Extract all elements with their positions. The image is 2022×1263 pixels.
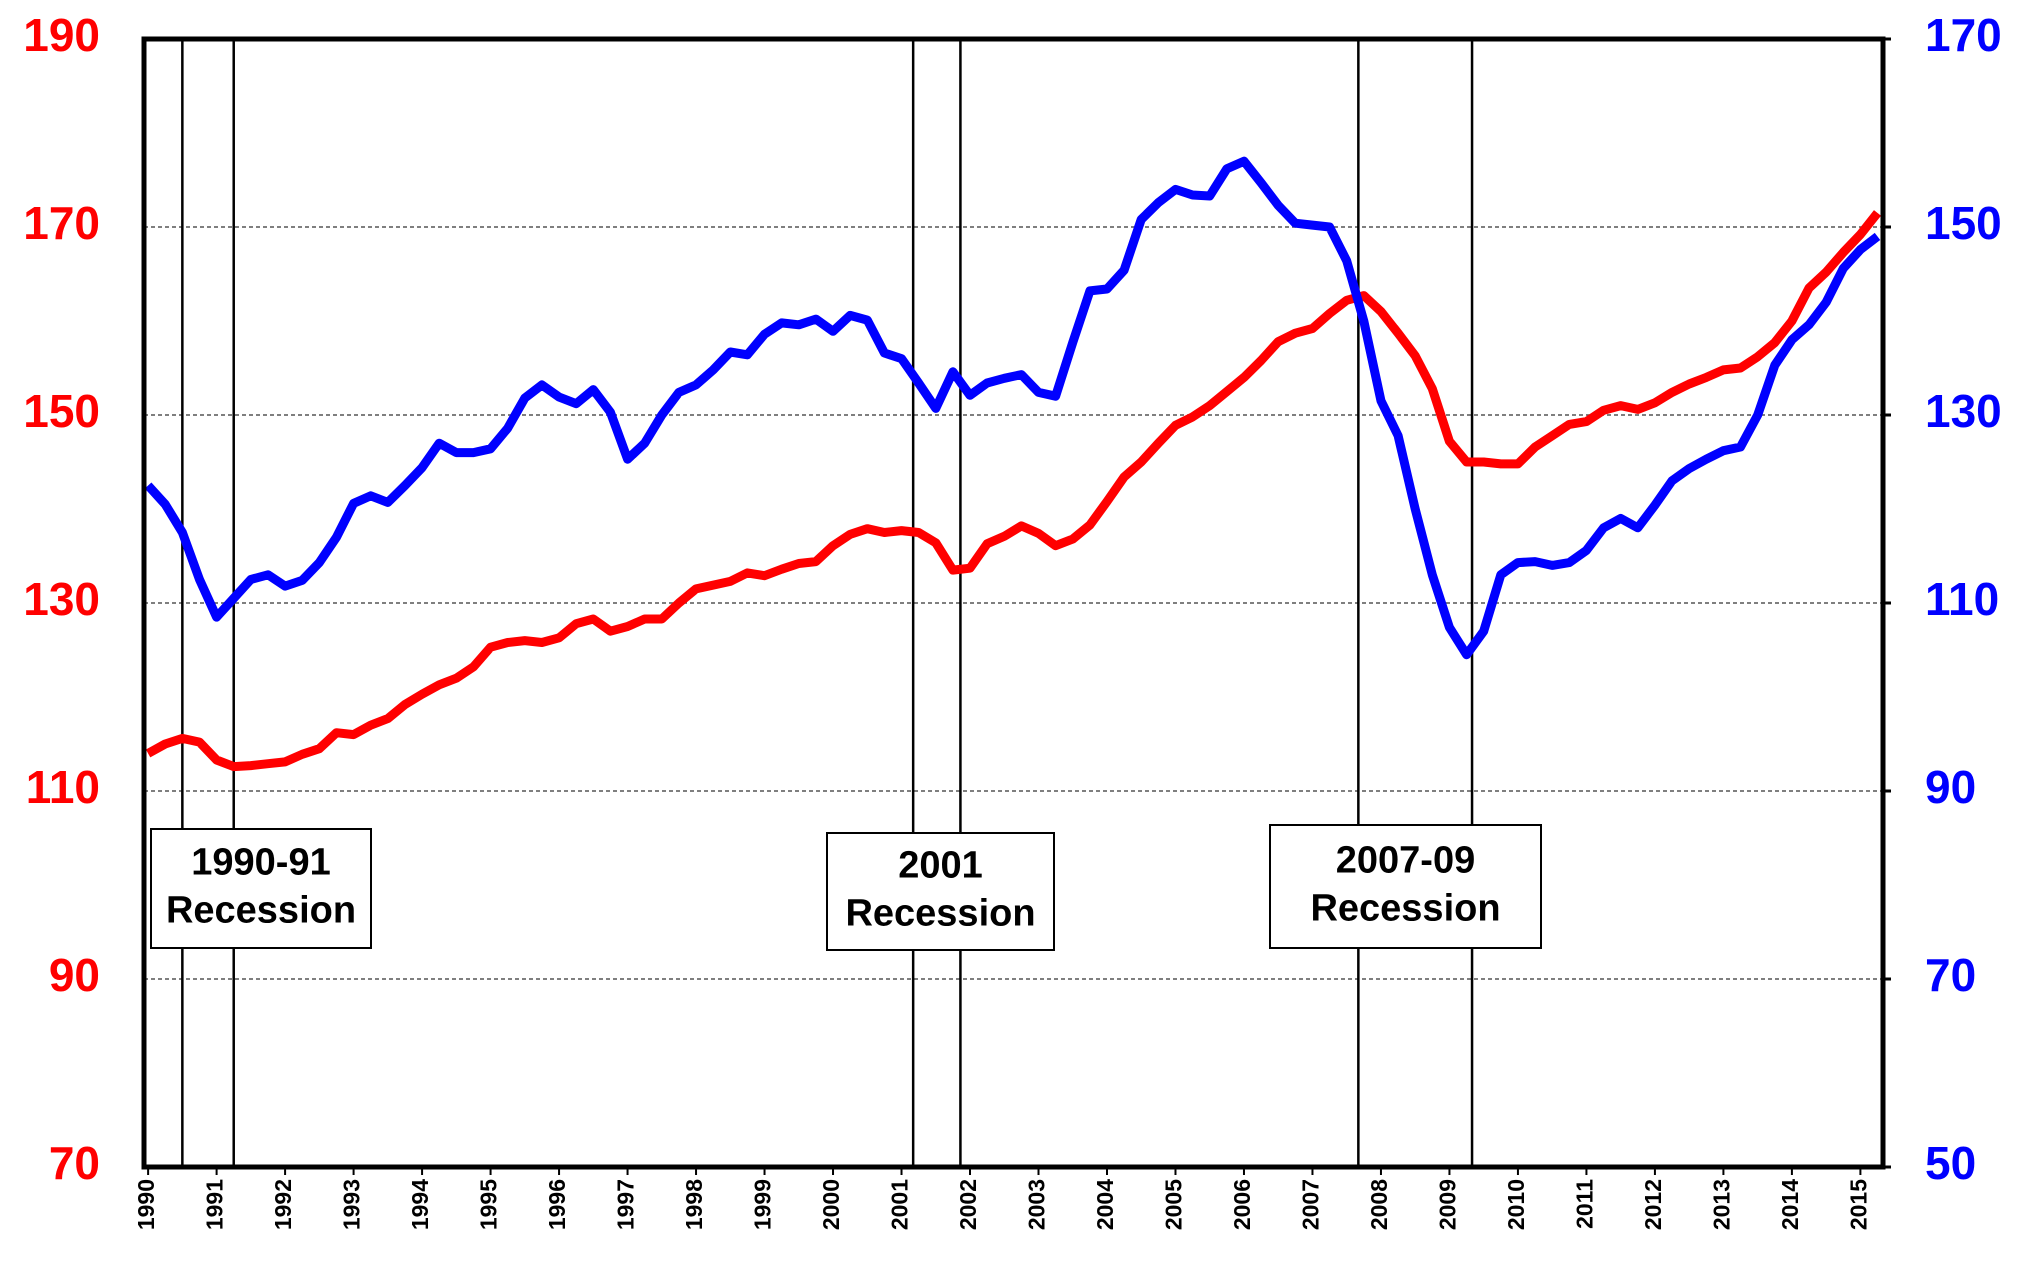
x-tick-label: 2003 xyxy=(1024,1179,1050,1230)
recession-label: Recession xyxy=(1310,888,1500,930)
x-tick-label: 1993 xyxy=(339,1179,365,1230)
x-tick-label: 1998 xyxy=(681,1179,707,1230)
y-tick-label: 70 xyxy=(49,1137,100,1189)
x-tick-label: 2010 xyxy=(1503,1179,1529,1230)
series-line xyxy=(144,156,1881,660)
x-tick-label: 2008 xyxy=(1366,1179,1392,1230)
x-tick-label: 2013 xyxy=(1708,1179,1734,1230)
x-tick-label: 1995 xyxy=(476,1179,502,1230)
y-tick-label: 170 xyxy=(23,197,100,249)
x-tick-label: 2004 xyxy=(1092,1179,1118,1230)
x-tick-label: 1996 xyxy=(544,1179,570,1230)
x-tick-label: 2014 xyxy=(1777,1179,1803,1230)
y-tick-label: 130 xyxy=(23,573,100,625)
recession-box xyxy=(1269,824,1542,949)
recession-label: 1990-91 xyxy=(191,842,330,884)
x-tick-label: 2002 xyxy=(955,1179,981,1230)
y-tick-label: 150 xyxy=(23,385,100,437)
recession-label: Recession xyxy=(845,893,1035,935)
recession-box xyxy=(150,828,372,949)
y2-tick-label: 90 xyxy=(1925,761,1976,813)
x-tick-label: 2005 xyxy=(1161,1179,1187,1230)
x-tick-label: 2007 xyxy=(1298,1179,1324,1230)
recession-label: 2007-09 xyxy=(1336,840,1475,882)
y-tick-label: 90 xyxy=(49,949,100,1001)
y2-tick-label: 150 xyxy=(1925,197,2002,249)
x-tick-label: 1991 xyxy=(202,1179,228,1230)
recession-box xyxy=(826,832,1055,951)
x-tick-label: 2011 xyxy=(1572,1179,1598,1229)
x-tick-label: 1997 xyxy=(613,1179,639,1230)
x-tick-label: 2015 xyxy=(1845,1179,1871,1230)
y-tick-label: 190 xyxy=(23,9,100,61)
y-tick-label: 110 xyxy=(26,761,100,813)
x-tick-label: 2009 xyxy=(1435,1179,1461,1230)
recession-label: 2001 xyxy=(898,845,983,887)
x-tick-label: 2001 xyxy=(887,1179,913,1230)
y2-tick-label: 50 xyxy=(1925,1137,1976,1189)
y2-tick-label: 70 xyxy=(1925,949,1976,1001)
x-tick-label: 2000 xyxy=(818,1179,844,1230)
x-tick-label: 2012 xyxy=(1640,1179,1666,1230)
y2-tick-label: 130 xyxy=(1925,385,2002,437)
y2-tick-label: 170 xyxy=(1925,9,2002,61)
series-line xyxy=(145,210,1882,772)
y2-tick-label: 110 xyxy=(1925,573,1999,625)
x-tick-label: 1990 xyxy=(133,1179,159,1230)
x-tick-label: 1992 xyxy=(270,1179,296,1230)
x-tick-label: 1999 xyxy=(750,1179,776,1230)
x-tick-label: 2006 xyxy=(1229,1179,1255,1230)
recession-label: Recession xyxy=(166,890,356,932)
plot-frame xyxy=(141,36,1886,1170)
x-tick-label: 1994 xyxy=(407,1179,433,1230)
